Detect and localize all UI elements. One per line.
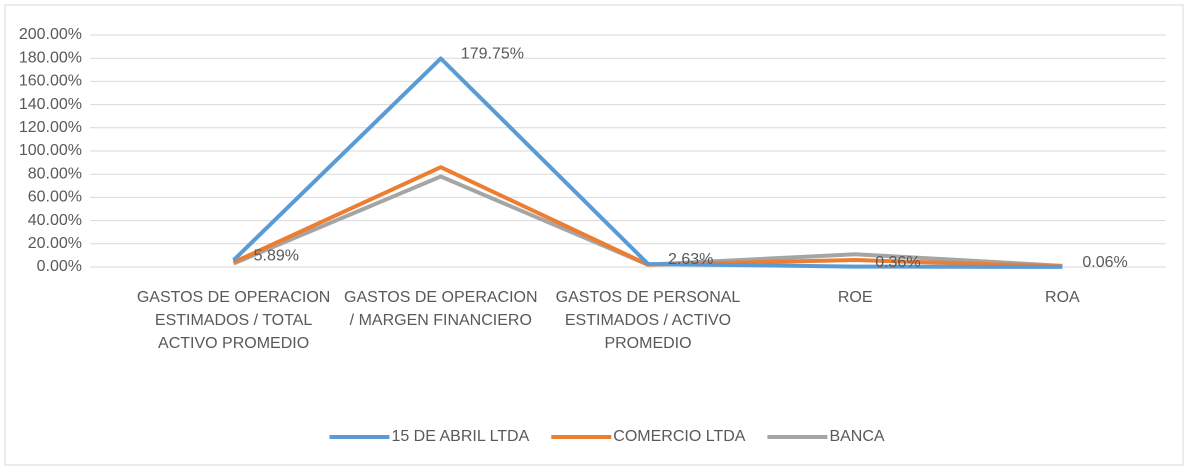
y-tick-label: 120.00% bbox=[19, 119, 82, 136]
y-tick-label: 100.00% bbox=[19, 142, 82, 159]
series-line bbox=[232, 56, 1063, 269]
data-label: 179.75% bbox=[461, 46, 524, 63]
data-label: 0.36% bbox=[875, 254, 920, 271]
data-label: 0.06% bbox=[1082, 254, 1127, 271]
y-tick-label: 20.00% bbox=[28, 235, 82, 252]
x-tick-label: GASTOS DE OPERACION ESTIMADOS / TOTAL AC… bbox=[136, 289, 331, 352]
y-tick-label: 40.00% bbox=[28, 212, 82, 229]
y-tick-label: 60.00% bbox=[28, 189, 82, 206]
x-tick-label: GASTOS DE PERSONAL ESTIMADOS / ACTIVO PR… bbox=[555, 289, 741, 352]
y-tick-label: 180.00% bbox=[19, 49, 82, 66]
x-tick-label: GASTOS DE OPERACION / MARGEN FINANCIERO bbox=[344, 289, 538, 329]
legend-label: 15 DE ABRIL LTDA bbox=[391, 428, 529, 445]
y-tick-label: 200.00% bbox=[19, 26, 82, 43]
y-tick-label: 160.00% bbox=[19, 73, 82, 90]
chart-border bbox=[4, 4, 1184, 466]
x-tick-label: ROA bbox=[1045, 289, 1080, 306]
y-tick-label: 80.00% bbox=[28, 165, 82, 182]
y-tick-label: 0.00% bbox=[37, 258, 82, 275]
data-label: 2.63% bbox=[668, 251, 713, 268]
legend-label: BANCA bbox=[829, 428, 884, 445]
y-tick-label: 140.00% bbox=[19, 96, 82, 113]
x-tick-label: ROE bbox=[837, 289, 873, 306]
data-label: 5.89% bbox=[254, 247, 299, 264]
legend-label: COMERCIO LTDA bbox=[613, 428, 745, 445]
